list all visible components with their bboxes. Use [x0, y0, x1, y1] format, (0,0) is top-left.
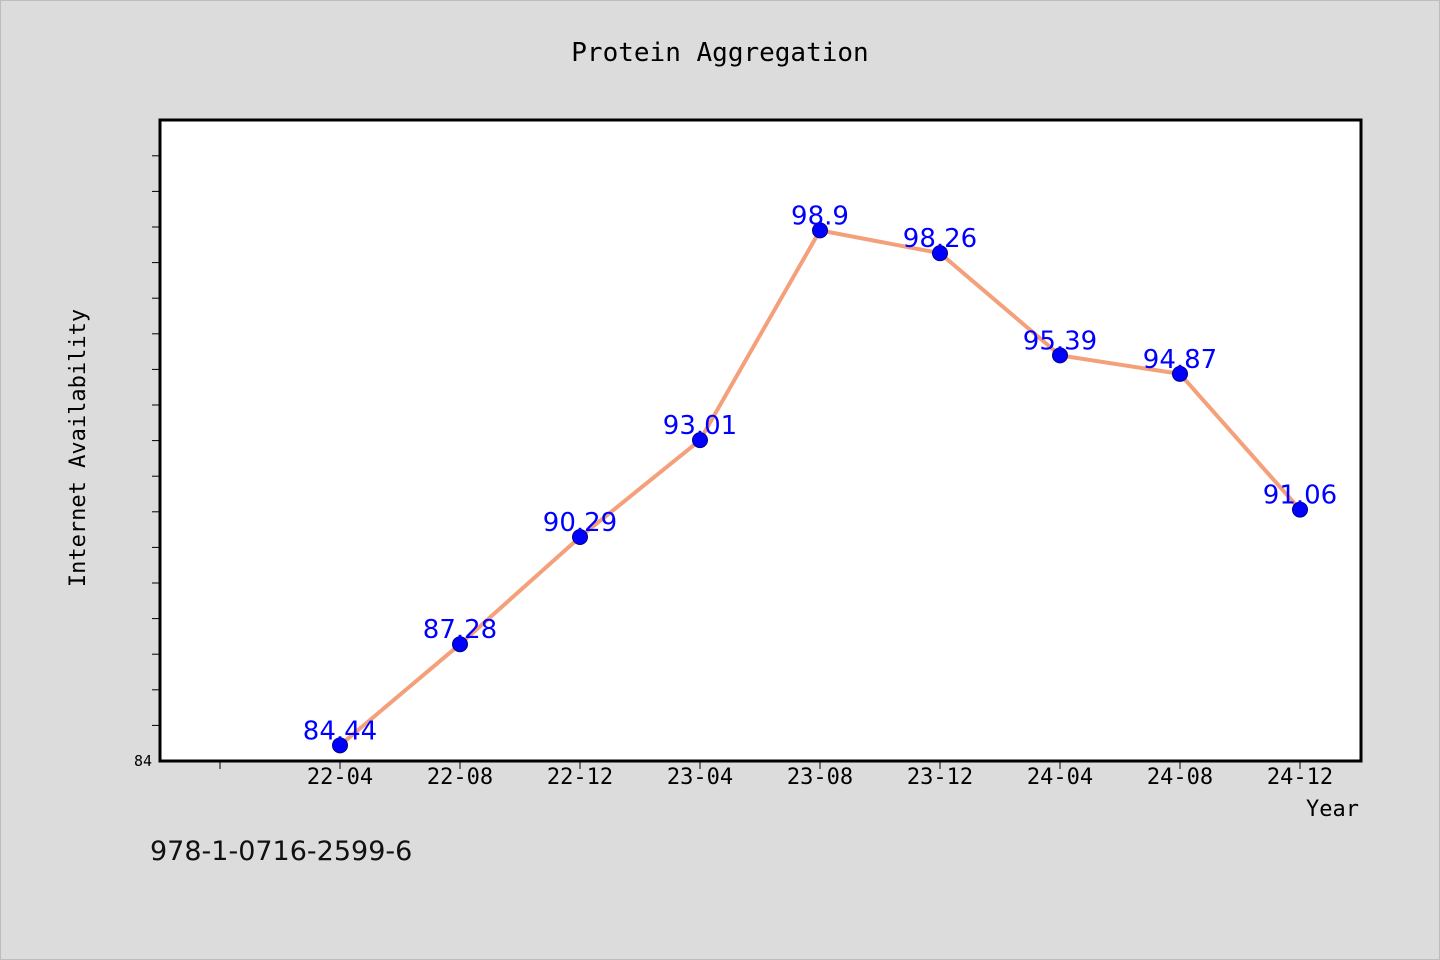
data-point: [452, 636, 468, 653]
data-label: 93.01: [663, 411, 737, 441]
data-label: 98.9: [791, 201, 849, 231]
y-axis-ticks: [152, 155, 160, 726]
data-point: [1052, 347, 1068, 364]
data-point: [332, 737, 348, 754]
data-label: 98.26: [903, 224, 977, 254]
x-axis-ticks: [219, 761, 1301, 769]
series-data-labels: 84.44 87.28 90.29 93.01 98.9 98.26 95.39 94.87 9…: [303, 201, 1337, 746]
data-label: 87.28: [423, 615, 497, 645]
plot-area: [158, 118, 1363, 763]
data-label: 94.87: [1143, 345, 1217, 375]
data-point: [812, 222, 828, 239]
x-tick-label: 24-08: [1147, 765, 1213, 790]
data-label: 90.29: [543, 508, 617, 538]
data-point: [1172, 365, 1188, 382]
x-axis-label: Year: [1306, 797, 1359, 822]
footer-code: 978-1-0716-2599-6: [150, 836, 413, 867]
chart-title: Protein Aggregation: [571, 38, 868, 68]
x-tick-label: 22-04: [307, 765, 373, 790]
data-point: [572, 529, 588, 546]
x-tick-label: 24-04: [1027, 765, 1093, 790]
data-point: [932, 245, 948, 262]
data-label: 84.44: [303, 716, 377, 746]
x-tick-label: 23-12: [907, 765, 973, 790]
y-tick-label: 84: [134, 752, 152, 770]
data-point: [692, 432, 708, 449]
x-tick-label: 22-08: [427, 765, 493, 790]
x-tick-label: 23-04: [667, 765, 733, 790]
x-tick-label: 24-12: [1267, 765, 1333, 790]
x-axis-tick-labels: 22-04 22-08 22-12 23-04 23-08 23-12 24-04 24-08…: [307, 765, 1333, 790]
data-point: [1292, 501, 1308, 518]
data-label: 91.06: [1263, 481, 1337, 511]
x-tick-label: 23-08: [787, 765, 853, 790]
data-label: 95.39: [1023, 326, 1097, 356]
series-markers: [332, 222, 1308, 754]
x-tick-label: 22-12: [547, 765, 613, 790]
y-axis-label: Internet Availability: [66, 309, 91, 587]
y-axis-tick-labels: 84: [134, 752, 152, 770]
